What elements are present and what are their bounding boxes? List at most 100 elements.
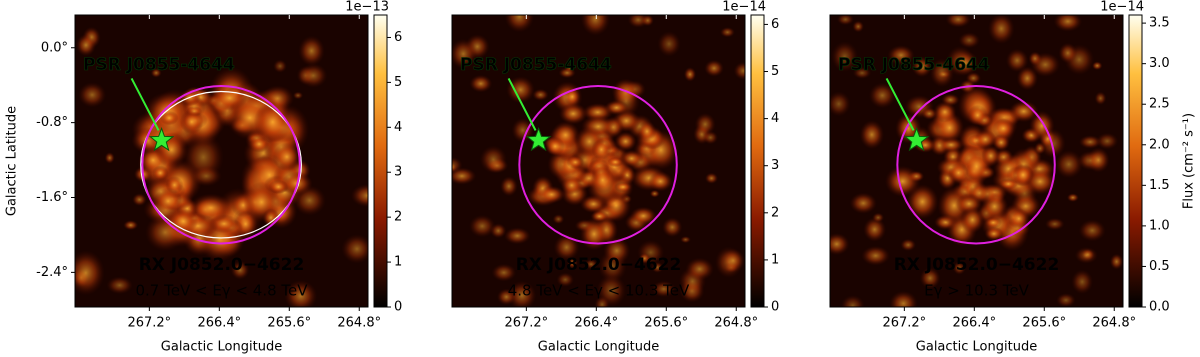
map-texture — [580, 15, 611, 36]
map-texture — [479, 145, 507, 174]
colorbar-tick-label: 2 — [771, 205, 779, 220]
map-texture — [603, 237, 631, 265]
energy-label: Eγ > 10.3 TeV — [924, 282, 1029, 300]
colorbar-offset: 1e−13 — [345, 0, 389, 15]
y-tick-label: -1.6° — [36, 190, 68, 205]
map-texture — [981, 145, 1001, 167]
x-tick-label: 266.4° — [952, 316, 996, 331]
colorbar-tick-label: 0 — [771, 300, 779, 315]
map-texture — [500, 176, 518, 197]
map-texture — [452, 162, 458, 173]
map-texture — [936, 70, 951, 79]
map-texture — [840, 295, 865, 307]
map-texture — [702, 130, 719, 145]
remnant-label: RX J0852.0−4622 — [139, 255, 305, 275]
x-tick-label: 265.6° — [267, 316, 311, 331]
colorbar — [750, 14, 765, 308]
colorbar-tick-label: 0.0 — [1149, 300, 1170, 315]
pulsar-arrow — [130, 77, 160, 131]
map-texture — [1029, 110, 1055, 142]
map-texture — [884, 165, 921, 197]
map-texture — [887, 45, 915, 66]
pulsar-marker — [525, 126, 552, 152]
remnant-circle — [141, 85, 301, 245]
map-texture — [614, 181, 632, 193]
remnant-label: RX J0852.0−4622 — [516, 255, 682, 275]
pulsar-marker — [148, 126, 175, 152]
map-texture — [1078, 219, 1106, 242]
map — [830, 15, 1123, 307]
colorbar-offset: 1e−14 — [1100, 0, 1144, 15]
colorbar-offset: 1e−14 — [722, 0, 766, 15]
pulsar-label: PSR J0855-4644 — [460, 55, 612, 75]
colorbar — [1128, 14, 1143, 308]
map-texture — [591, 138, 612, 161]
map-texture — [152, 165, 169, 181]
pulsar-marker — [903, 126, 930, 152]
map-texture — [1008, 100, 1039, 123]
map-texture — [648, 171, 673, 192]
map-texture — [614, 131, 637, 152]
map-texture — [298, 35, 325, 67]
axes-frame — [829, 14, 1124, 308]
map-texture — [984, 226, 1004, 241]
map-texture — [560, 175, 583, 195]
map-texture — [552, 214, 565, 225]
map-texture — [1071, 269, 1094, 295]
map-texture — [558, 102, 588, 125]
map-texture — [1058, 42, 1078, 64]
map-texture — [720, 27, 735, 38]
map-texture — [123, 220, 139, 231]
map-texture — [545, 136, 565, 156]
axes-frame — [451, 14, 746, 308]
map-texture — [721, 248, 745, 273]
map-texture — [556, 272, 575, 287]
map-texture — [230, 260, 250, 280]
map-texture — [849, 192, 877, 214]
map-texture — [830, 233, 850, 256]
map-texture — [594, 296, 610, 307]
map-texture — [911, 56, 932, 78]
colorbar-tick-label: 2.5 — [1149, 97, 1170, 112]
map-texture — [1053, 15, 1083, 32]
map-texture — [630, 206, 657, 226]
map-texture — [1109, 253, 1123, 270]
map-texture — [553, 234, 580, 261]
map-texture — [299, 63, 328, 88]
map-texture — [649, 189, 660, 198]
map-texture — [945, 15, 971, 28]
map-texture — [1044, 217, 1065, 231]
colorbar-tick-label: 4 — [771, 111, 779, 126]
map-texture — [1074, 246, 1098, 264]
map-texture — [566, 155, 585, 170]
map-texture — [704, 172, 719, 184]
pulsar-label: PSR J0855-4644 — [838, 55, 990, 75]
map-texture — [1005, 48, 1029, 73]
map-texture — [504, 15, 535, 33]
map-texture — [75, 250, 105, 296]
map-texture — [273, 59, 287, 73]
remnant-circle — [518, 85, 678, 245]
map-texture — [1094, 91, 1107, 106]
map-texture — [685, 257, 714, 281]
map-texture — [852, 20, 865, 33]
map-texture — [558, 67, 576, 79]
pulsar-arrow — [507, 77, 537, 131]
colorbar-tick-label: 1 — [771, 252, 779, 267]
colorbar-tick-label: 1.5 — [1149, 178, 1170, 193]
map-texture — [861, 245, 890, 266]
y-tick-label: -0.8° — [36, 115, 68, 130]
map-texture — [988, 15, 1015, 45]
remnant-circle — [896, 85, 1056, 245]
pulsar-arrow — [885, 77, 915, 131]
map-texture — [830, 91, 851, 117]
map-texture — [468, 214, 496, 238]
colorbar-tick-label: 0 — [394, 300, 402, 315]
colorbar-tick-label: 3.0 — [1149, 56, 1170, 71]
map — [75, 15, 368, 307]
map-texture — [469, 74, 493, 93]
map-texture — [859, 120, 885, 150]
map-texture — [284, 280, 318, 307]
pulsar-label: PSR J0855-4644 — [83, 55, 235, 75]
map-texture — [341, 234, 368, 264]
